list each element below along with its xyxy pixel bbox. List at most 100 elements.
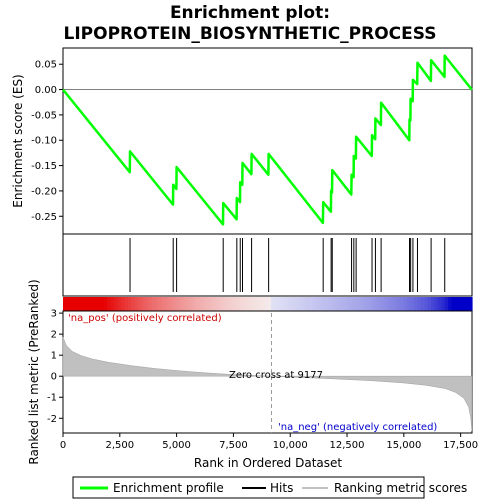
- heat-bar-segment: [250, 297, 255, 311]
- chart-title-line2: LIPOPROTEIN_BIOSYNTHETIC_PROCESS: [64, 24, 437, 44]
- es-y-tick-label: -0.05: [31, 110, 57, 121]
- heat-bar-segment: [311, 297, 316, 311]
- heat-bar-segment: [339, 297, 344, 311]
- heat-bar-segment: [175, 297, 180, 311]
- heat-bar-segment: [369, 297, 374, 311]
- heat-bar-segment: [219, 297, 224, 311]
- heat-bar-segment: [434, 297, 439, 311]
- heat-bar-segment: [148, 297, 153, 311]
- heat-bar-segment: [131, 297, 136, 311]
- heat-bar-segment: [76, 297, 81, 311]
- heat-bar-segment: [366, 297, 371, 311]
- heat-bar-segment: [308, 297, 313, 311]
- heat-bar-segment: [352, 297, 357, 311]
- heat-bar-segment: [144, 297, 149, 311]
- heat-bar-segment: [362, 297, 367, 311]
- heat-bar-segment: [73, 297, 78, 311]
- metric-y-tick-label: 1: [51, 351, 57, 362]
- rank-heat-bar: [63, 297, 473, 311]
- heat-bar-segment: [359, 297, 364, 311]
- es-y-axis: 0.05 0.00 -0.05 -0.10 -0.15 -0.20 -0.25: [31, 60, 63, 223]
- heat-bar-segment: [161, 297, 166, 311]
- heat-bar-segment: [437, 297, 442, 311]
- legend-enrichment-label: Enrichment profile: [113, 481, 224, 495]
- heat-bar-segment: [315, 297, 320, 311]
- heat-bar-segment: [216, 297, 221, 311]
- heat-bar-segment: [86, 297, 91, 311]
- heat-bar-segment: [458, 297, 463, 311]
- heat-bar-segment: [117, 297, 122, 311]
- heat-bar-segment: [397, 297, 402, 311]
- heat-bar-segment: [335, 297, 340, 311]
- heat-bar-segment: [420, 297, 425, 311]
- heat-bar-segment: [120, 297, 125, 311]
- heat-bar-segment: [403, 297, 408, 311]
- es-y-tick-label: 0.00: [35, 85, 57, 96]
- heat-bar-segment: [202, 297, 207, 311]
- heat-bar-segment: [407, 297, 412, 311]
- heat-bar-segment: [454, 297, 459, 311]
- legend-ranking-label: Ranking metric scores: [334, 481, 467, 495]
- heat-bar-segment: [209, 297, 214, 311]
- heat-bar-segment: [383, 297, 388, 311]
- es-y-tick-label: 0.05: [35, 60, 57, 71]
- heat-bar-segment: [69, 297, 74, 311]
- heat-bar-segment: [373, 297, 378, 311]
- heat-bar-segment: [427, 297, 432, 311]
- heat-bar-segment: [243, 297, 248, 311]
- heat-bar-segment: [127, 297, 132, 311]
- heat-bar-segment: [168, 297, 173, 311]
- heat-bar-segment: [356, 297, 361, 311]
- heat-bar-segment: [417, 297, 422, 311]
- metric-y-tick-label: 3: [51, 309, 57, 320]
- heat-bar-segment: [410, 297, 415, 311]
- heat-bar-segment: [107, 297, 112, 311]
- heat-bar-segment: [287, 297, 292, 311]
- metric-y-tick-label: 0: [51, 372, 57, 383]
- x-axis: 0 2,500 5,000 7,500 10,000 12,500 15,000 17,500: [60, 433, 478, 451]
- heat-bar-segment: [424, 297, 429, 311]
- heat-bar-segment: [192, 297, 197, 311]
- heat-bar-segment: [178, 297, 183, 311]
- heat-bar-segment: [400, 297, 405, 311]
- heat-bar-segment: [158, 297, 163, 311]
- x-tick-label: 15,000: [386, 440, 421, 451]
- heat-bar-segment: [230, 297, 235, 311]
- heat-bar-segment: [274, 297, 279, 311]
- heat-bar-segment: [110, 297, 115, 311]
- heat-bar-segment: [318, 297, 323, 311]
- heat-bar-segment: [63, 297, 68, 311]
- hit-marks: [129, 238, 446, 292]
- heat-bar-segment: [90, 297, 95, 311]
- es-y-tick-label: -0.20: [31, 186, 57, 197]
- heat-bar-segment: [236, 297, 241, 311]
- heat-bar-segment: [93, 297, 98, 311]
- heat-bar-segment: [233, 297, 238, 311]
- heat-bar-segment: [83, 297, 88, 311]
- heat-bar-segment: [468, 297, 473, 311]
- heat-bar-segment: [345, 297, 350, 311]
- x-tick-label: 5,000: [162, 440, 191, 451]
- heat-bar-segment: [431, 297, 436, 311]
- heat-bar-segment: [328, 297, 333, 311]
- heat-bar-segment: [294, 297, 299, 311]
- heat-bar-segment: [325, 297, 330, 311]
- es-y-tick-label: -0.25: [31, 212, 57, 223]
- heat-bar-segment: [465, 297, 470, 311]
- heat-bar-segment: [414, 297, 419, 311]
- heat-bar-segment: [182, 297, 187, 311]
- heat-bar-segment: [80, 297, 85, 311]
- heat-bar-segment: [199, 297, 204, 311]
- heat-bar-segment: [304, 297, 309, 311]
- x-tick-label: 7,500: [219, 440, 248, 451]
- heat-bar-segment: [441, 297, 446, 311]
- es-profile-line: [62, 54, 473, 226]
- heat-bar-segment: [141, 297, 146, 311]
- heat-bar-segment: [332, 297, 337, 311]
- heat-bar-segment: [114, 297, 119, 311]
- heat-bar-segment: [393, 297, 398, 311]
- es-y-tick-label: -0.15: [31, 161, 57, 172]
- heat-bar-segment: [291, 297, 296, 311]
- heat-bar-segment: [349, 297, 354, 311]
- heat-bar-segment: [137, 297, 142, 311]
